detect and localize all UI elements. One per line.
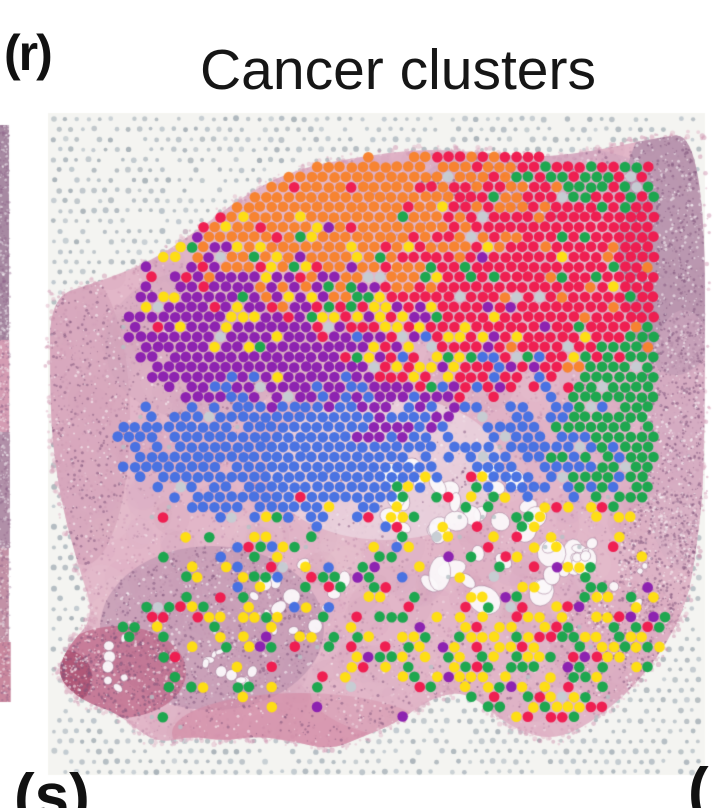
- next-panel-label-bottom-left: (s): [14, 762, 90, 808]
- panel-label: (r): [4, 25, 53, 81]
- panel-title: Cancer clusters: [200, 38, 596, 102]
- next-panel-label-bottom-right: (: [688, 756, 709, 808]
